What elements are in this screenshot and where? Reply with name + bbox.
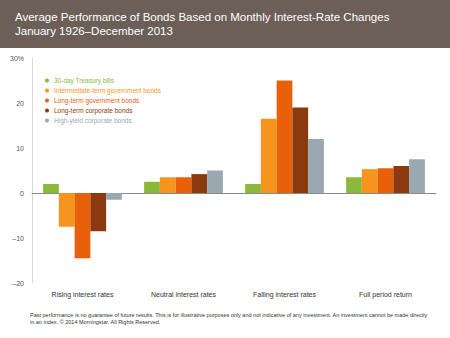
svg-text:January 1926–December 2013: January 1926–December 2013 bbox=[15, 25, 173, 37]
svg-text:Long-term corporate bonds: Long-term corporate bonds bbox=[54, 107, 133, 115]
svg-text:20: 20 bbox=[16, 100, 24, 107]
svg-text:Falling interest rates: Falling interest rates bbox=[253, 291, 317, 299]
svg-text:Average Performance of Bonds B: Average Performance of Bonds Based on Mo… bbox=[15, 11, 390, 23]
svg-text:Neutral interest rates: Neutral interest rates bbox=[151, 291, 216, 298]
svg-text:30%: 30% bbox=[10, 55, 24, 62]
svg-text:High-yield corporate bonds: High-yield corporate bonds bbox=[54, 117, 132, 125]
svg-text:Full period return: Full period return bbox=[359, 291, 412, 299]
html-text:Past performance is no guarant: Past performance is no guarantee of futu… bbox=[30, 312, 428, 325]
svg-text:30-day Treasury bills: 30-day Treasury bills bbox=[54, 77, 115, 85]
svg-text:Intermediate-term government b: Intermediate-term government bonds bbox=[54, 87, 162, 95]
svg-text:Rising interest rates: Rising interest rates bbox=[52, 291, 114, 299]
svg-text:Long-term government bonds: Long-term government bonds bbox=[54, 97, 140, 105]
svg-text:–20: –20 bbox=[12, 280, 24, 287]
svg-text:0: 0 bbox=[20, 190, 24, 197]
svg-text:10: 10 bbox=[16, 145, 24, 152]
svg-text:–10: –10 bbox=[12, 235, 24, 242]
